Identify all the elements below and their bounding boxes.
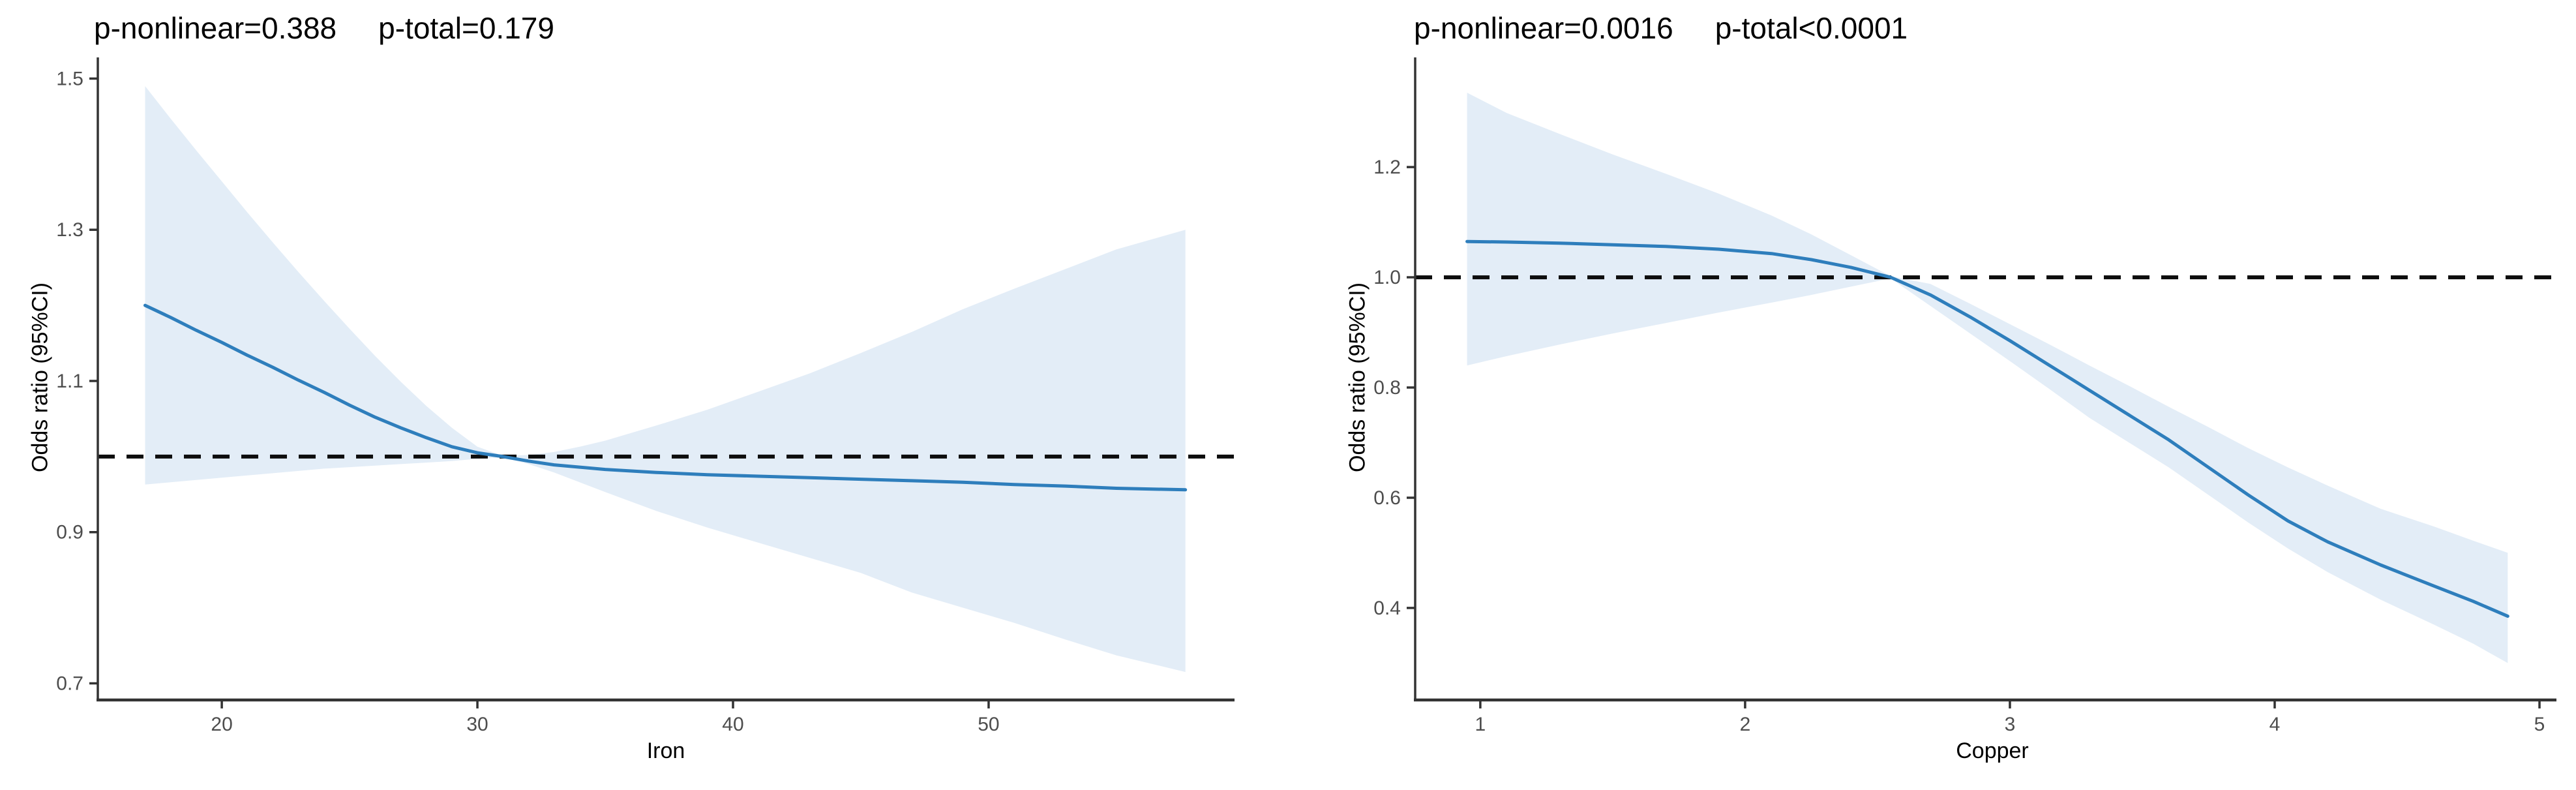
iron-x-tick-label: 30 — [466, 714, 488, 735]
y-axis-title-iron: Odds ratio (95%CI) — [27, 282, 53, 472]
iron-x-tick-label: 20 — [211, 714, 232, 735]
x-axis-title-copper: Copper — [1956, 738, 2029, 763]
copper-p-nonlinear: p-nonlinear=0.0016 — [1414, 11, 1673, 45]
copper-ci-band — [1467, 93, 2508, 663]
copper-y-tick-label: 1.0 — [1373, 267, 1401, 288]
copper-y-tick-label: 1.2 — [1373, 157, 1401, 178]
copper-x-tick-label: 3 — [2005, 714, 2016, 735]
copper-y-tick-label: 0.4 — [1373, 598, 1401, 619]
iron-y-tick-label: 0.9 — [56, 522, 83, 543]
copper-x-tick-label: 5 — [2534, 714, 2545, 735]
y-axis-title-copper: Odds ratio (95%CI) — [1345, 282, 1370, 472]
copper-y-tick-label: 0.6 — [1373, 487, 1401, 509]
iron-ci-band — [145, 86, 1186, 673]
iron-y-tick-label: 0.7 — [56, 673, 83, 695]
copper-y-tick-label: 0.8 — [1373, 377, 1401, 399]
iron-odds-ratio-curve — [143, 303, 1188, 492]
copper-x-tick-label: 2 — [1740, 714, 1751, 735]
iron-y-tick-label: 1.5 — [56, 68, 83, 89]
iron-p-total: p-total=0.179 — [378, 11, 554, 45]
copper-x-tick-label: 4 — [2269, 714, 2281, 735]
iron-x-tick-label: 40 — [722, 714, 743, 735]
x-axis-title-iron: Iron — [646, 738, 685, 763]
iron-chart: 0.7 0.9 1.1 1.3 1.5 20 30 40 50 — [56, 57, 1235, 735]
copper-x-tick-label: 1 — [1475, 714, 1486, 735]
iron-y-tick-label: 1.3 — [56, 219, 83, 241]
copper-odds-ratio-curve — [1465, 239, 2509, 618]
copper-chart: 0.4 0.6 0.8 1.0 1.2 1 2 3 4 5 — [1373, 57, 2556, 735]
iron-panel-title: p-nonlinear=0.388 p-total=0.179 — [94, 10, 554, 46]
copper-panel-title: p-nonlinear=0.0016 p-total<0.0001 — [1414, 10, 1908, 46]
iron-p-nonlinear: p-nonlinear=0.388 — [94, 11, 337, 45]
iron-y-tick-label: 1.1 — [56, 371, 83, 392]
copper-p-total: p-total<0.0001 — [1715, 11, 1908, 45]
iron-x-tick-label: 50 — [978, 714, 999, 735]
